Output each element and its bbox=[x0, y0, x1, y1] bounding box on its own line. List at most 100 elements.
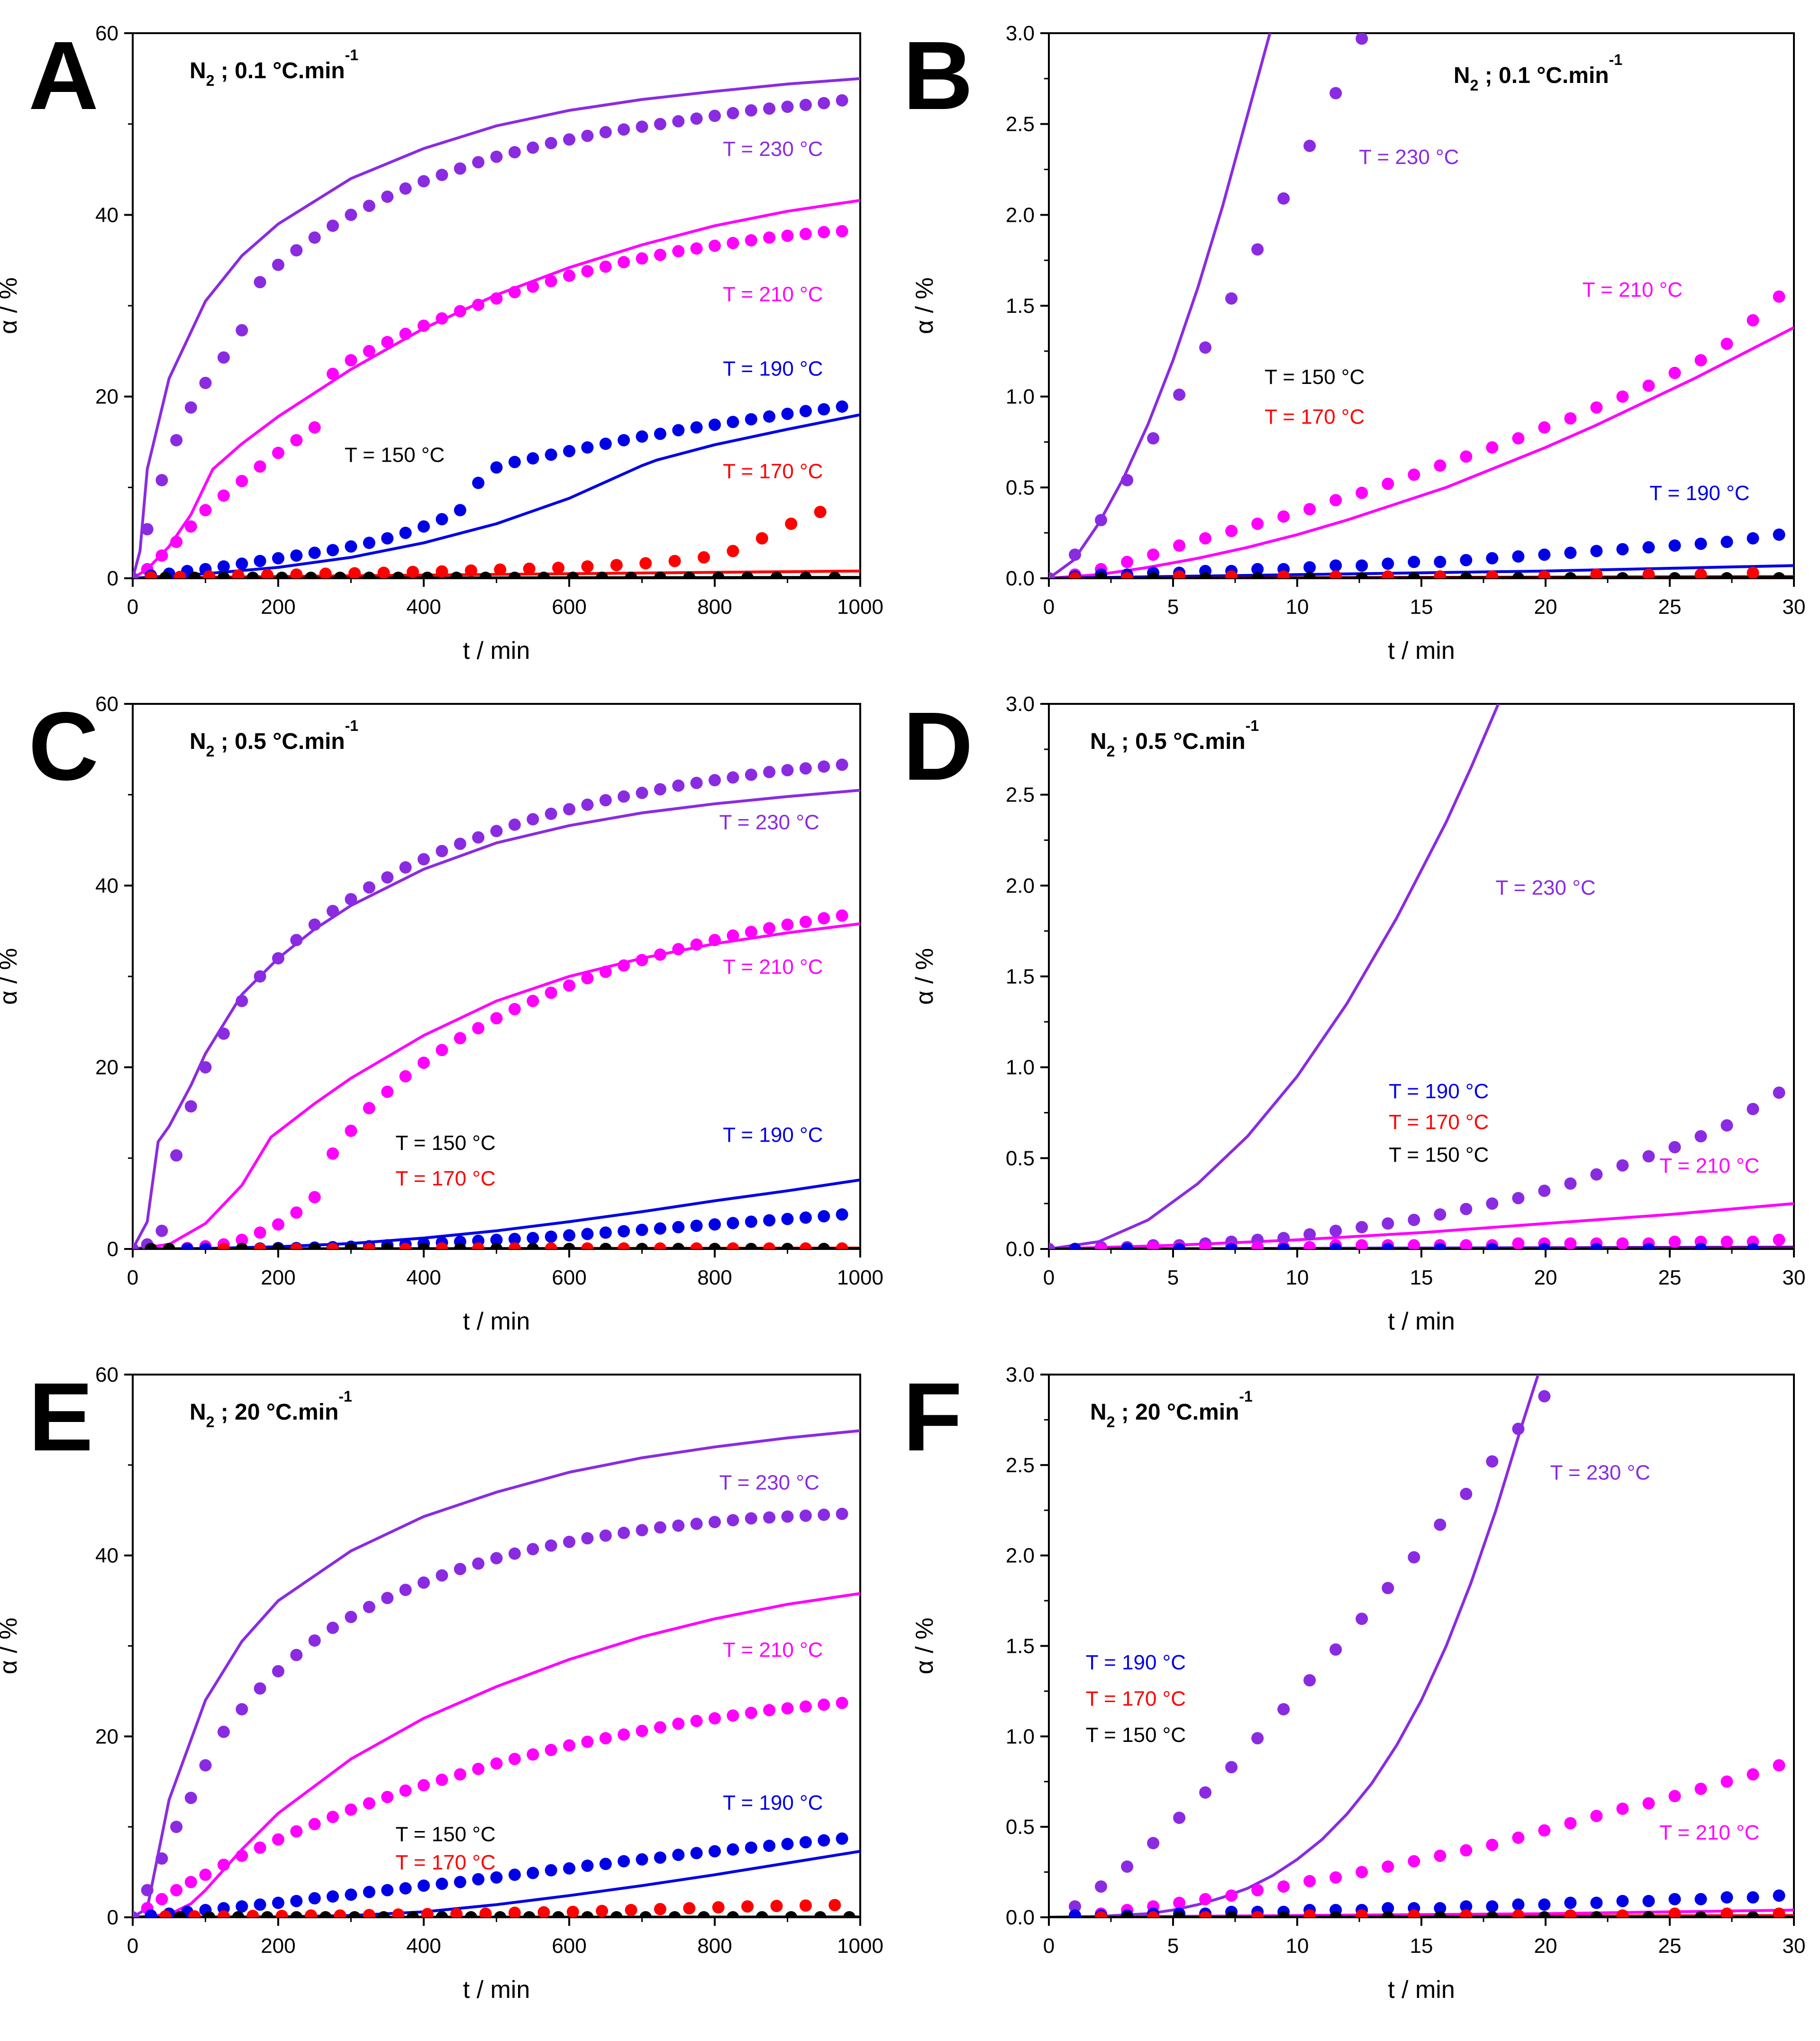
panel-b: 0 5 10 15 20 25 30 0.0 0.5 1.0 1.5 2.0 2.5 3.0 t / min… bbox=[903, 21, 1805, 665]
data-point-t230 bbox=[1616, 1159, 1629, 1172]
data-point-t190 bbox=[1460, 1900, 1473, 1913]
data-point-t210 bbox=[363, 1102, 375, 1114]
data-point-t210 bbox=[1251, 1884, 1264, 1896]
data-point-t190 bbox=[1538, 1898, 1551, 1911]
data-point-t230 bbox=[436, 845, 448, 857]
data-point-t190 bbox=[1747, 532, 1759, 545]
data-point-t190 bbox=[672, 1221, 685, 1233]
x-tick-label: 5 bbox=[1167, 1266, 1179, 1289]
y-tick-label: 0.5 bbox=[1006, 1815, 1035, 1839]
data-point-t230 bbox=[581, 129, 594, 142]
data-point-t190 bbox=[272, 1896, 284, 1909]
data-point-t170 bbox=[581, 1242, 594, 1249]
data-point-t170 bbox=[625, 1904, 637, 1916]
data-point-t170 bbox=[407, 565, 419, 578]
data-point-t190 bbox=[290, 549, 303, 562]
series-label-t150: T = 150 °C bbox=[395, 1823, 495, 1846]
panel-letter: A bbox=[28, 21, 99, 130]
data-point-t210 bbox=[1251, 518, 1264, 530]
x-tick-label: 800 bbox=[697, 595, 732, 619]
y-tick-label: 0 bbox=[107, 1238, 118, 1261]
data-point-t190 bbox=[1747, 1243, 1759, 1249]
data-point-t150 bbox=[1303, 572, 1316, 578]
data-point-t210 bbox=[199, 1868, 212, 1881]
panel-letter: F bbox=[903, 1363, 962, 1471]
data-point-t170 bbox=[508, 1242, 521, 1249]
data-point-t190 bbox=[1590, 1243, 1603, 1249]
data-point-t210 bbox=[327, 1147, 339, 1160]
data-point-t230 bbox=[745, 104, 757, 117]
x-tick-label: 25 bbox=[1658, 1934, 1682, 1958]
series-label-t170: T = 170 °C bbox=[1086, 1687, 1186, 1710]
data-point-t210 bbox=[690, 1714, 703, 1727]
x-axis-label: t / min bbox=[463, 637, 530, 665]
data-point-t190 bbox=[1486, 1243, 1499, 1249]
data-point-t170 bbox=[566, 1905, 579, 1917]
data-point-t210 bbox=[527, 1748, 539, 1761]
data-point-t210 bbox=[672, 943, 685, 956]
data-point-t150 bbox=[319, 1911, 332, 1917]
y-axis-label: α / % bbox=[911, 1618, 938, 1675]
data-point-t150 bbox=[1225, 1911, 1238, 1917]
data-point-t230 bbox=[436, 1569, 448, 1582]
data-point-t210 bbox=[1121, 556, 1134, 568]
data-point-t210 bbox=[618, 1728, 630, 1741]
data-point-t150 bbox=[454, 1243, 466, 1249]
data-point-t150 bbox=[363, 572, 375, 578]
data-point-t190 bbox=[1564, 547, 1577, 559]
data-point-t230 bbox=[1069, 548, 1081, 561]
data-point-t230 bbox=[672, 1519, 685, 1532]
y-tick-label: 20 bbox=[95, 1056, 118, 1079]
data-point-t170 bbox=[1538, 570, 1551, 578]
data-point-t190 bbox=[1486, 1900, 1499, 1913]
data-point-t210 bbox=[472, 1022, 485, 1035]
y-tick-label: 1.0 bbox=[1006, 1725, 1035, 1748]
y-tick-label: 0.5 bbox=[1006, 1147, 1035, 1170]
data-point-t230 bbox=[1225, 292, 1238, 305]
data-point-t230 bbox=[327, 1622, 339, 1634]
data-point-t230 bbox=[799, 99, 812, 111]
data-point-t170 bbox=[319, 567, 332, 578]
data-point-t230 bbox=[618, 790, 630, 803]
data-point-t230 bbox=[508, 818, 521, 831]
data-point-t230 bbox=[709, 1516, 721, 1529]
data-point-t230 bbox=[236, 1703, 248, 1716]
data-point-t210 bbox=[563, 269, 575, 282]
data-point-t230 bbox=[1382, 1217, 1394, 1230]
data-point-t230 bbox=[1408, 1213, 1420, 1226]
data-point-t210 bbox=[690, 938, 703, 951]
y-axis-label: α / % bbox=[0, 948, 22, 1005]
data-point-t190 bbox=[381, 532, 394, 545]
data-point-t230 bbox=[1303, 1674, 1316, 1686]
data-point-t230 bbox=[290, 1649, 303, 1661]
data-point-t210 bbox=[184, 1876, 197, 1888]
series-label-t150: T = 150 °C bbox=[395, 1131, 495, 1155]
data-point-t210 bbox=[1277, 510, 1290, 523]
data-point-t150 bbox=[599, 1243, 612, 1249]
data-point-t210 bbox=[436, 1773, 448, 1786]
data-point-t210 bbox=[763, 1704, 776, 1716]
data-point-t230 bbox=[327, 905, 339, 917]
data-point-t210 bbox=[1773, 1233, 1785, 1246]
data-point-t230 bbox=[527, 141, 539, 154]
data-point-t190 bbox=[599, 437, 612, 450]
data-point-t230 bbox=[563, 803, 575, 816]
data-point-t150 bbox=[421, 572, 434, 578]
series-label-t170: T = 170 °C bbox=[1389, 1111, 1489, 1134]
data-point-t210 bbox=[1773, 290, 1785, 303]
data-point-t230 bbox=[636, 120, 648, 133]
data-point-t210 bbox=[308, 1818, 321, 1831]
data-point-t150 bbox=[745, 1243, 757, 1249]
data-point-t230 bbox=[381, 191, 394, 203]
data-point-t210 bbox=[472, 299, 485, 311]
data-point-t150 bbox=[508, 572, 521, 578]
x-tick-label: 0 bbox=[1043, 1266, 1055, 1289]
data-point-t230 bbox=[217, 1027, 230, 1040]
data-point-t210 bbox=[236, 1850, 248, 1862]
data-point-t190 bbox=[745, 1841, 757, 1854]
data-point-t210 bbox=[381, 1085, 394, 1098]
series-line-t210 bbox=[1049, 1202, 1794, 1249]
data-point-t190 bbox=[236, 1900, 248, 1913]
data-point-t170 bbox=[334, 1909, 346, 1917]
